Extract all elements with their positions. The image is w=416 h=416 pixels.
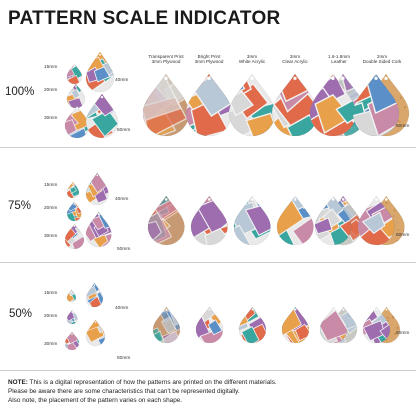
disclaimer-note: NOTE: This is a digital representation o…: [8, 379, 408, 405]
scale-label-75: 75%: [8, 200, 32, 212]
earring-drop: [309, 73, 357, 137]
earring-drop: [142, 73, 190, 137]
earring-drop: [64, 223, 85, 250]
size-label: 30mm: [44, 342, 58, 347]
size-label: 60mm: [396, 232, 410, 238]
material-label: 2mm Double Sided Cork: [362, 54, 402, 65]
section-divider: [0, 370, 416, 371]
earring-drop: [66, 181, 80, 199]
page-title: PATTERN SCALE INDICATOR: [8, 8, 281, 29]
earring-drop: [85, 282, 104, 308]
earring-drop: [233, 194, 271, 245]
earring-drop: [147, 194, 185, 245]
earring-drop: [64, 105, 90, 139]
earring-drop: [357, 194, 395, 245]
earring-drop: [66, 289, 77, 303]
earring-drop: [319, 306, 347, 344]
earring-drop: [238, 306, 266, 344]
material-label: Transparent Print 3mm Plywood: [148, 54, 184, 65]
size-label: 40mm: [115, 197, 129, 202]
note-line-1: This is a digital representation of how …: [27, 379, 277, 386]
earring-drop: [64, 331, 80, 351]
size-label: 60mm: [396, 124, 410, 129]
size-label: 40mm: [115, 78, 129, 83]
size-label: 20mm: [44, 206, 58, 211]
earring-drop: [362, 306, 390, 344]
material-label: 3mm White Acrylic: [238, 54, 266, 65]
earring-drop: [352, 73, 400, 137]
size-label: 50mm: [117, 247, 131, 252]
scale-label-50: 50%: [9, 308, 33, 320]
size-label: 50mm: [117, 128, 131, 133]
earring-drop: [66, 83, 86, 109]
earring-drop: [85, 319, 106, 347]
size-label: 15mm: [44, 291, 58, 296]
size-label: 40mm: [115, 306, 129, 311]
size-label: 20mm: [44, 314, 58, 319]
scale-label-100: 100%: [5, 86, 35, 98]
earring-drop: [314, 194, 352, 245]
material-label: 3mm Clear Acrylic: [282, 54, 308, 65]
material-label: Bright Print 3mm Plywood: [194, 54, 224, 65]
earring-drop: [281, 306, 309, 344]
earring-drop: [66, 201, 82, 222]
size-label: 30mm: [44, 234, 58, 239]
note-label: NOTE:: [8, 379, 28, 386]
size-label: 60mm: [396, 331, 410, 336]
earring-drop: [85, 51, 115, 93]
size-label: 15mm: [44, 65, 58, 70]
earring-drop: [271, 73, 319, 137]
note-line-3: Also note, the placement of the pattern …: [8, 396, 183, 404]
earring-drop: [228, 73, 276, 137]
earring-drop: [85, 93, 119, 139]
earring-drop: [185, 73, 233, 137]
earring-drop: [152, 306, 180, 344]
earring-drop: [85, 171, 109, 205]
material-label: 1.6-1.8mm Leather: [328, 54, 350, 65]
earring-drop: [66, 309, 78, 325]
size-label: 15mm: [44, 183, 58, 188]
section-divider: [0, 262, 416, 263]
earring-drop: [195, 306, 223, 344]
size-label: 20mm: [44, 88, 58, 93]
earring-drop: [85, 211, 112, 248]
earring-drop: [66, 63, 83, 85]
section-divider: [0, 147, 416, 148]
note-line-2: Please be aware there are some character…: [8, 387, 240, 395]
earring-drop: [190, 194, 228, 245]
earring-drop: [276, 194, 314, 245]
size-label: 50mm: [117, 356, 131, 361]
size-label: 30mm: [44, 116, 58, 121]
